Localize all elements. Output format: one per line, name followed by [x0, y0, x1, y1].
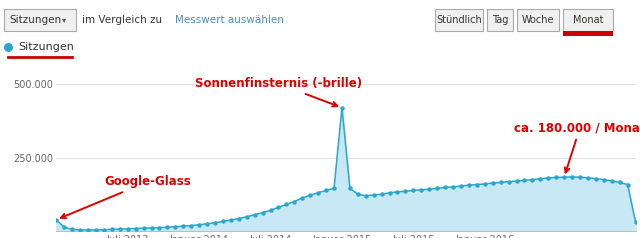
Text: Sitzungen: Sitzungen: [9, 15, 61, 25]
Text: Monat: Monat: [573, 15, 604, 25]
FancyBboxPatch shape: [4, 9, 76, 31]
Text: Tag: Tag: [492, 15, 508, 25]
FancyBboxPatch shape: [563, 31, 613, 36]
Text: im Vergleich zu: im Vergleich zu: [82, 15, 162, 25]
Text: Google-Glass: Google-Glass: [61, 175, 191, 218]
Text: Sonnenfinsternis (-brille): Sonnenfinsternis (-brille): [195, 77, 362, 106]
FancyBboxPatch shape: [487, 9, 513, 31]
Text: Sitzungen: Sitzungen: [18, 42, 74, 52]
Text: ▾: ▾: [62, 15, 67, 25]
Text: Stündlich: Stündlich: [436, 15, 482, 25]
Text: Messwert auswählen: Messwert auswählen: [175, 15, 284, 25]
FancyBboxPatch shape: [435, 9, 483, 31]
Text: Woche: Woche: [522, 15, 554, 25]
FancyBboxPatch shape: [517, 9, 559, 31]
FancyBboxPatch shape: [563, 9, 613, 31]
Text: ca. 180.000 / Monat: ca. 180.000 / Monat: [514, 121, 640, 173]
